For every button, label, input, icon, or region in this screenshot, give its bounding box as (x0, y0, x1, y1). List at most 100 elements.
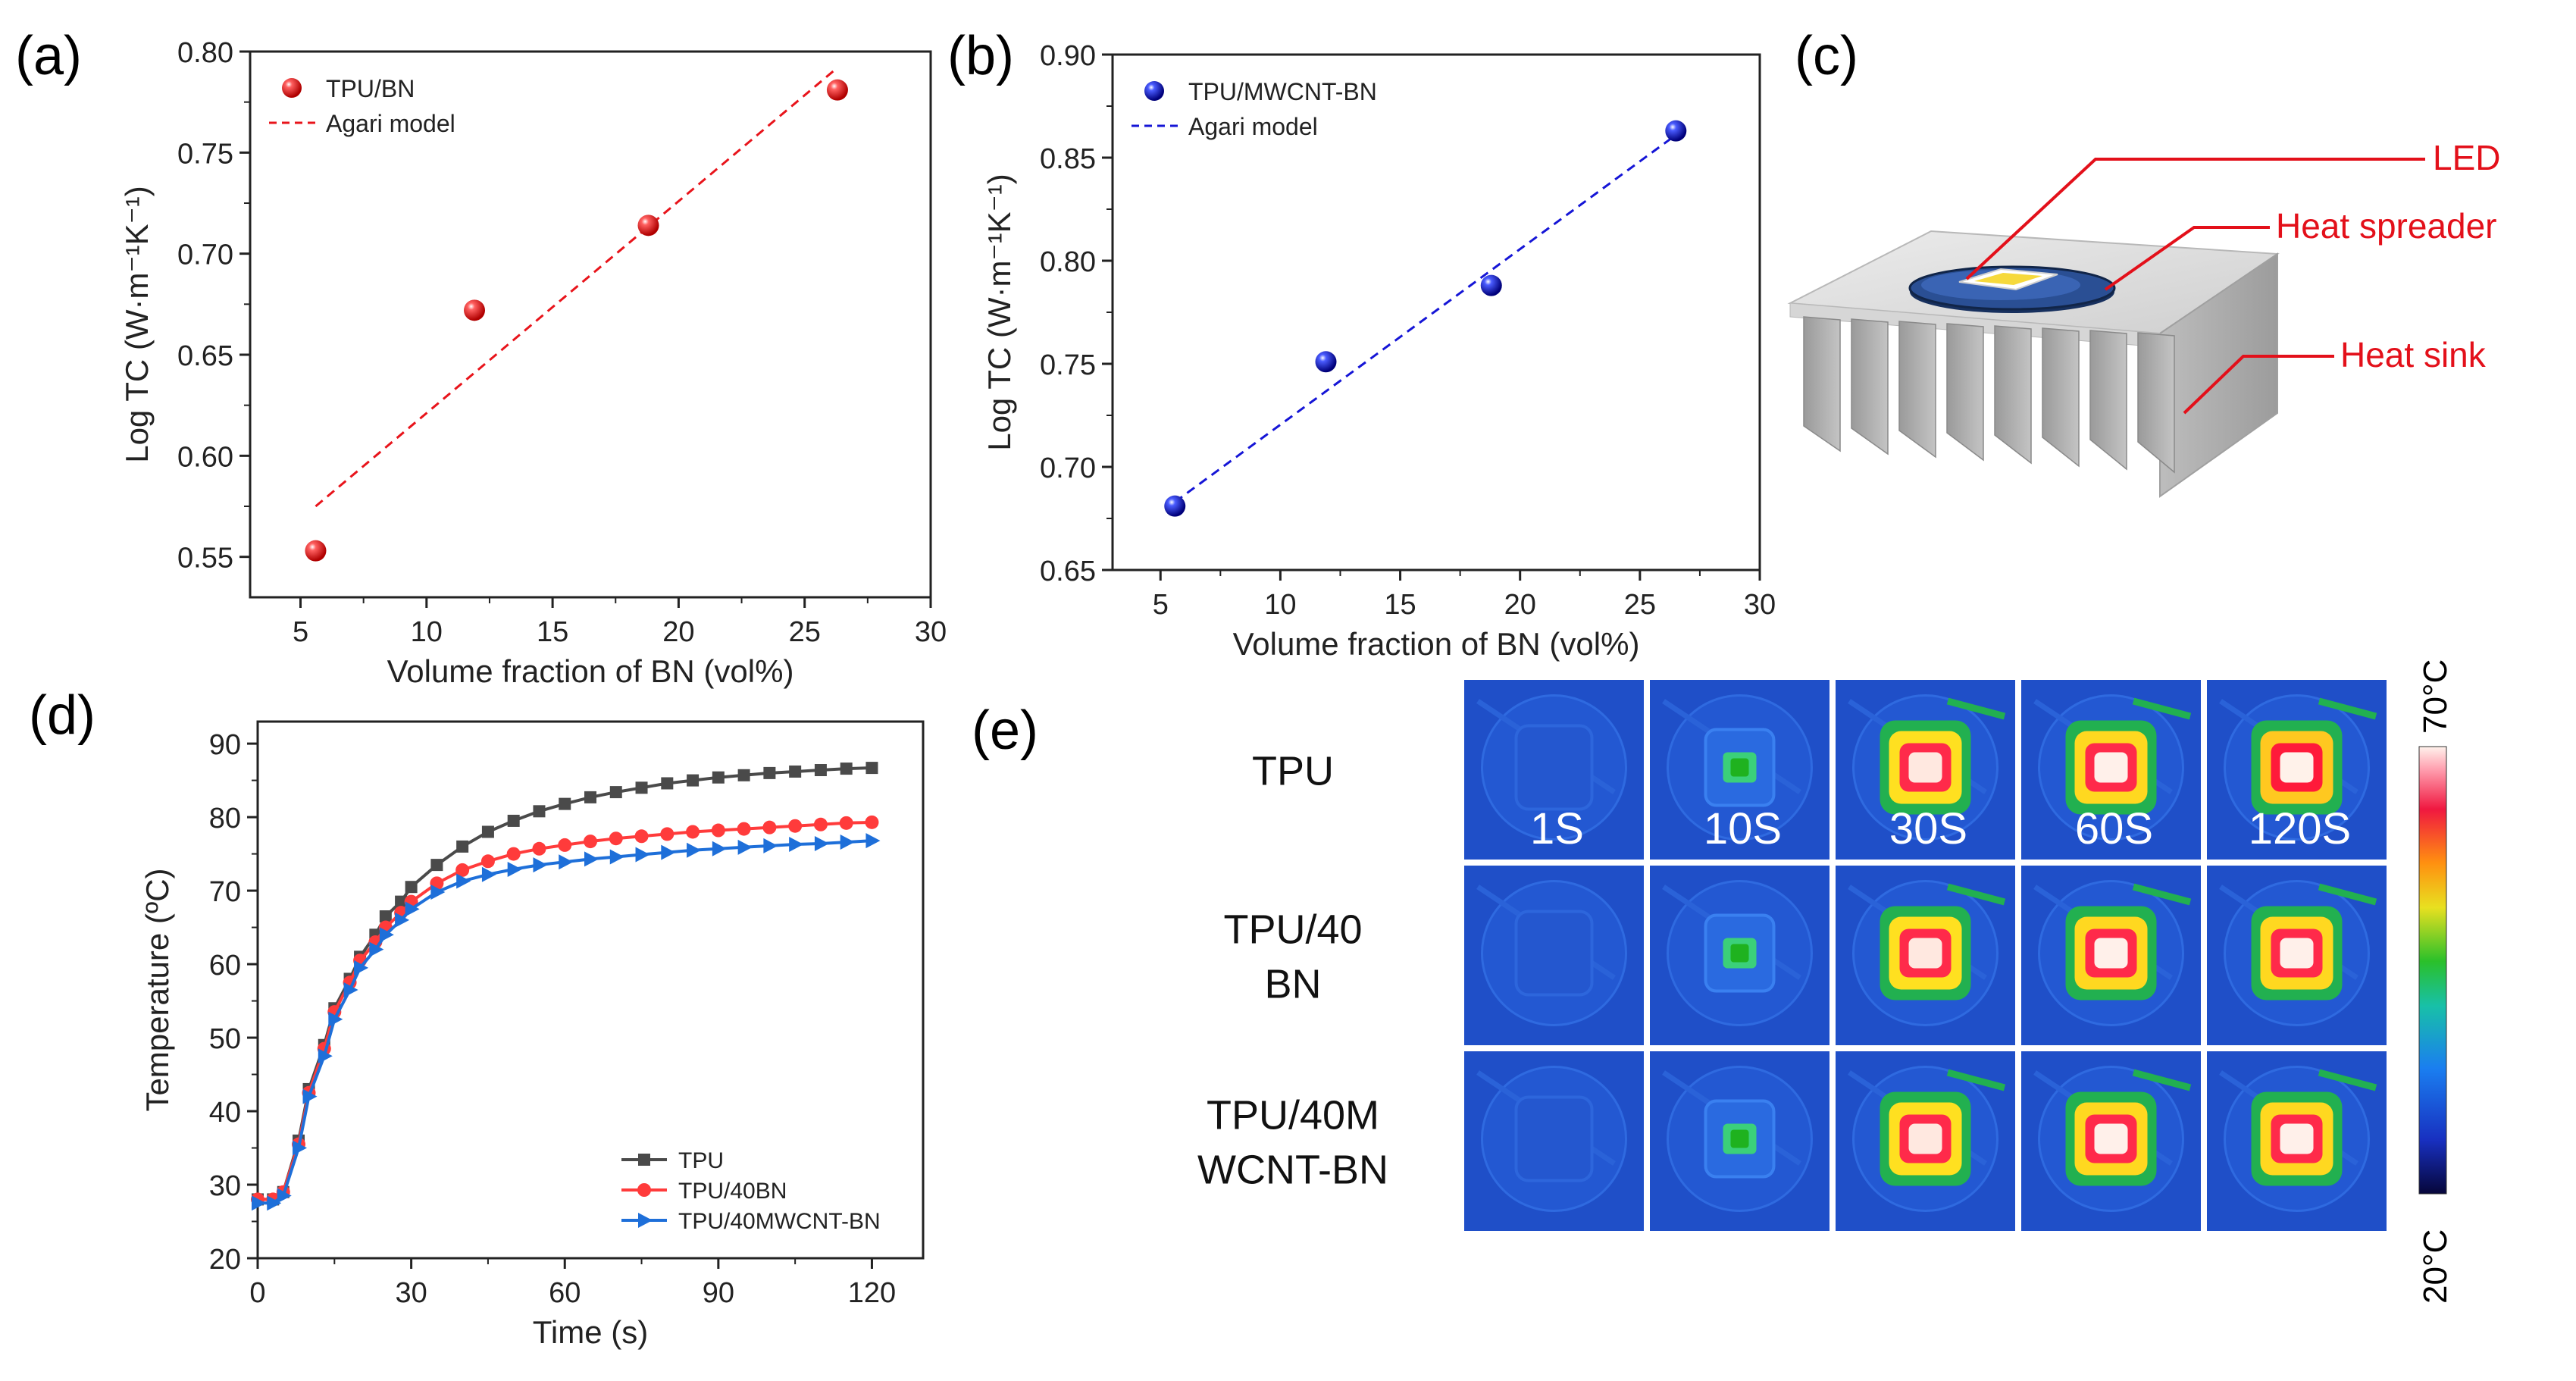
thermal-cell-border (2018, 1048, 2204, 1234)
data-point (302, 1088, 318, 1104)
legend-marker (637, 1183, 651, 1197)
led-heatsink-schematic: LED Heat spreader Heat sink (1787, 138, 2500, 498)
data-point (763, 766, 776, 779)
legend-marker-points (282, 78, 302, 98)
y-tick-label: 0.90 (1040, 40, 1096, 72)
data-point (379, 910, 392, 923)
legend-marker (638, 1213, 653, 1228)
agari-model-line (315, 67, 838, 508)
data-point (634, 829, 649, 844)
data-point (267, 1195, 282, 1211)
data-point (712, 841, 727, 856)
data-point (507, 814, 520, 827)
data-point (737, 769, 750, 781)
data-point (839, 816, 853, 830)
chart-a: 5 10 15 20 25 30 0.55 0.60 0.65 0.70 0.75 0.80 Volum… (119, 37, 947, 689)
x-tick-label: 10 (1264, 589, 1296, 621)
led-chip (1958, 268, 2058, 291)
data-point (481, 866, 496, 882)
heat-core (1730, 1129, 1749, 1148)
thermal-cell (1833, 1048, 2018, 1234)
colorbar-max-label: 70°C (2417, 659, 2454, 734)
data-point (430, 859, 443, 872)
y-axis-label: Log TC (W·m⁻¹K⁻¹) (119, 186, 155, 463)
data-point (293, 1140, 308, 1156)
thermal-cell-border (1647, 1048, 1833, 1234)
warm-wire (2318, 1069, 2377, 1091)
data-point (763, 838, 778, 853)
data-point (456, 840, 469, 853)
thermal-cell (1647, 1048, 1833, 1234)
thermal-time-label: 120S (2249, 804, 2351, 853)
data-point (711, 823, 725, 838)
panel-label-a: (a) (15, 26, 82, 86)
heat-hotspot (2280, 752, 2314, 783)
data-point (480, 854, 495, 869)
warm-wire (1946, 883, 2006, 906)
fin (2042, 327, 2080, 468)
data-point (430, 885, 446, 900)
y-tick-label: 0.70 (177, 240, 233, 271)
thermal-cell (1461, 863, 1647, 1048)
heat-spreader-label: Heat spreader (2276, 206, 2497, 246)
thermal-cell (1833, 863, 2018, 1048)
data-point (661, 777, 674, 790)
heat-sink-fins (1803, 316, 2175, 474)
x-tick-label: 30 (1744, 589, 1776, 621)
thermal-cell: 1S (1461, 677, 1647, 863)
data-point (481, 825, 494, 838)
thermal-cell (1461, 1048, 1647, 1234)
data-point (506, 847, 521, 861)
thermal-cell: 10S (1647, 677, 1833, 863)
data-point (609, 831, 623, 846)
thermal-cell-border (1461, 863, 1647, 1048)
y-tick-label: 0.75 (177, 138, 233, 170)
y-tick-label: 0.75 (1040, 349, 1096, 381)
heat-hotspot (2094, 938, 2128, 969)
data-point (840, 835, 855, 850)
data-point (1164, 495, 1186, 517)
thermal-cell: 60S (2018, 677, 2204, 863)
data-point (559, 854, 574, 870)
x-tick-label: 0 (249, 1277, 265, 1309)
thermal-cell (2018, 1048, 2204, 1234)
legend-label: TPU/40BN (678, 1179, 787, 1204)
x-tick-label: 30 (915, 616, 947, 648)
thermal-colorbar: 70°C 20°C (2417, 659, 2454, 1304)
data-point (405, 901, 420, 917)
x-axis-label: Time (s) (533, 1314, 648, 1350)
warm-wire (2132, 697, 2192, 720)
data-point (865, 833, 881, 849)
thermal-time-label: 60S (2075, 804, 2153, 853)
warm-wire (2318, 883, 2377, 906)
data-point (637, 215, 659, 236)
x-tick-label: 90 (703, 1277, 734, 1309)
warm-wire (1946, 1069, 2006, 1091)
agari-model-line (1174, 133, 1677, 503)
thermal-row-label: BN (1264, 962, 1321, 1007)
thermal-cell (2204, 1048, 2390, 1234)
y-tick-label: 60 (209, 950, 241, 982)
led-body (1514, 1095, 1594, 1182)
thermal-cell (2018, 863, 2204, 1048)
heat-hotspot (2280, 938, 2314, 969)
heat-hotspot (1908, 752, 1942, 783)
fin (1803, 316, 1841, 453)
data-point (609, 849, 624, 865)
thermal-cell-border (1647, 863, 1833, 1048)
data-point (455, 863, 470, 877)
data-point (507, 861, 522, 877)
data-point (533, 857, 548, 873)
data-point (1315, 351, 1337, 373)
thermal-image-grid: TPU TPU/40 BN TPU/40M WCNT-BN 1S 10S 30S 60S 120S (1197, 677, 2390, 1234)
data-point (533, 805, 546, 818)
legend-label-line: Agari model (326, 110, 455, 137)
legend-marker-points (1144, 81, 1164, 101)
y-tick-label: 0.55 (177, 543, 233, 575)
legend-marker (638, 1154, 650, 1166)
data-point (661, 844, 676, 860)
data-point (1665, 120, 1687, 142)
data-point (558, 838, 572, 852)
warm-wire (2318, 697, 2377, 720)
